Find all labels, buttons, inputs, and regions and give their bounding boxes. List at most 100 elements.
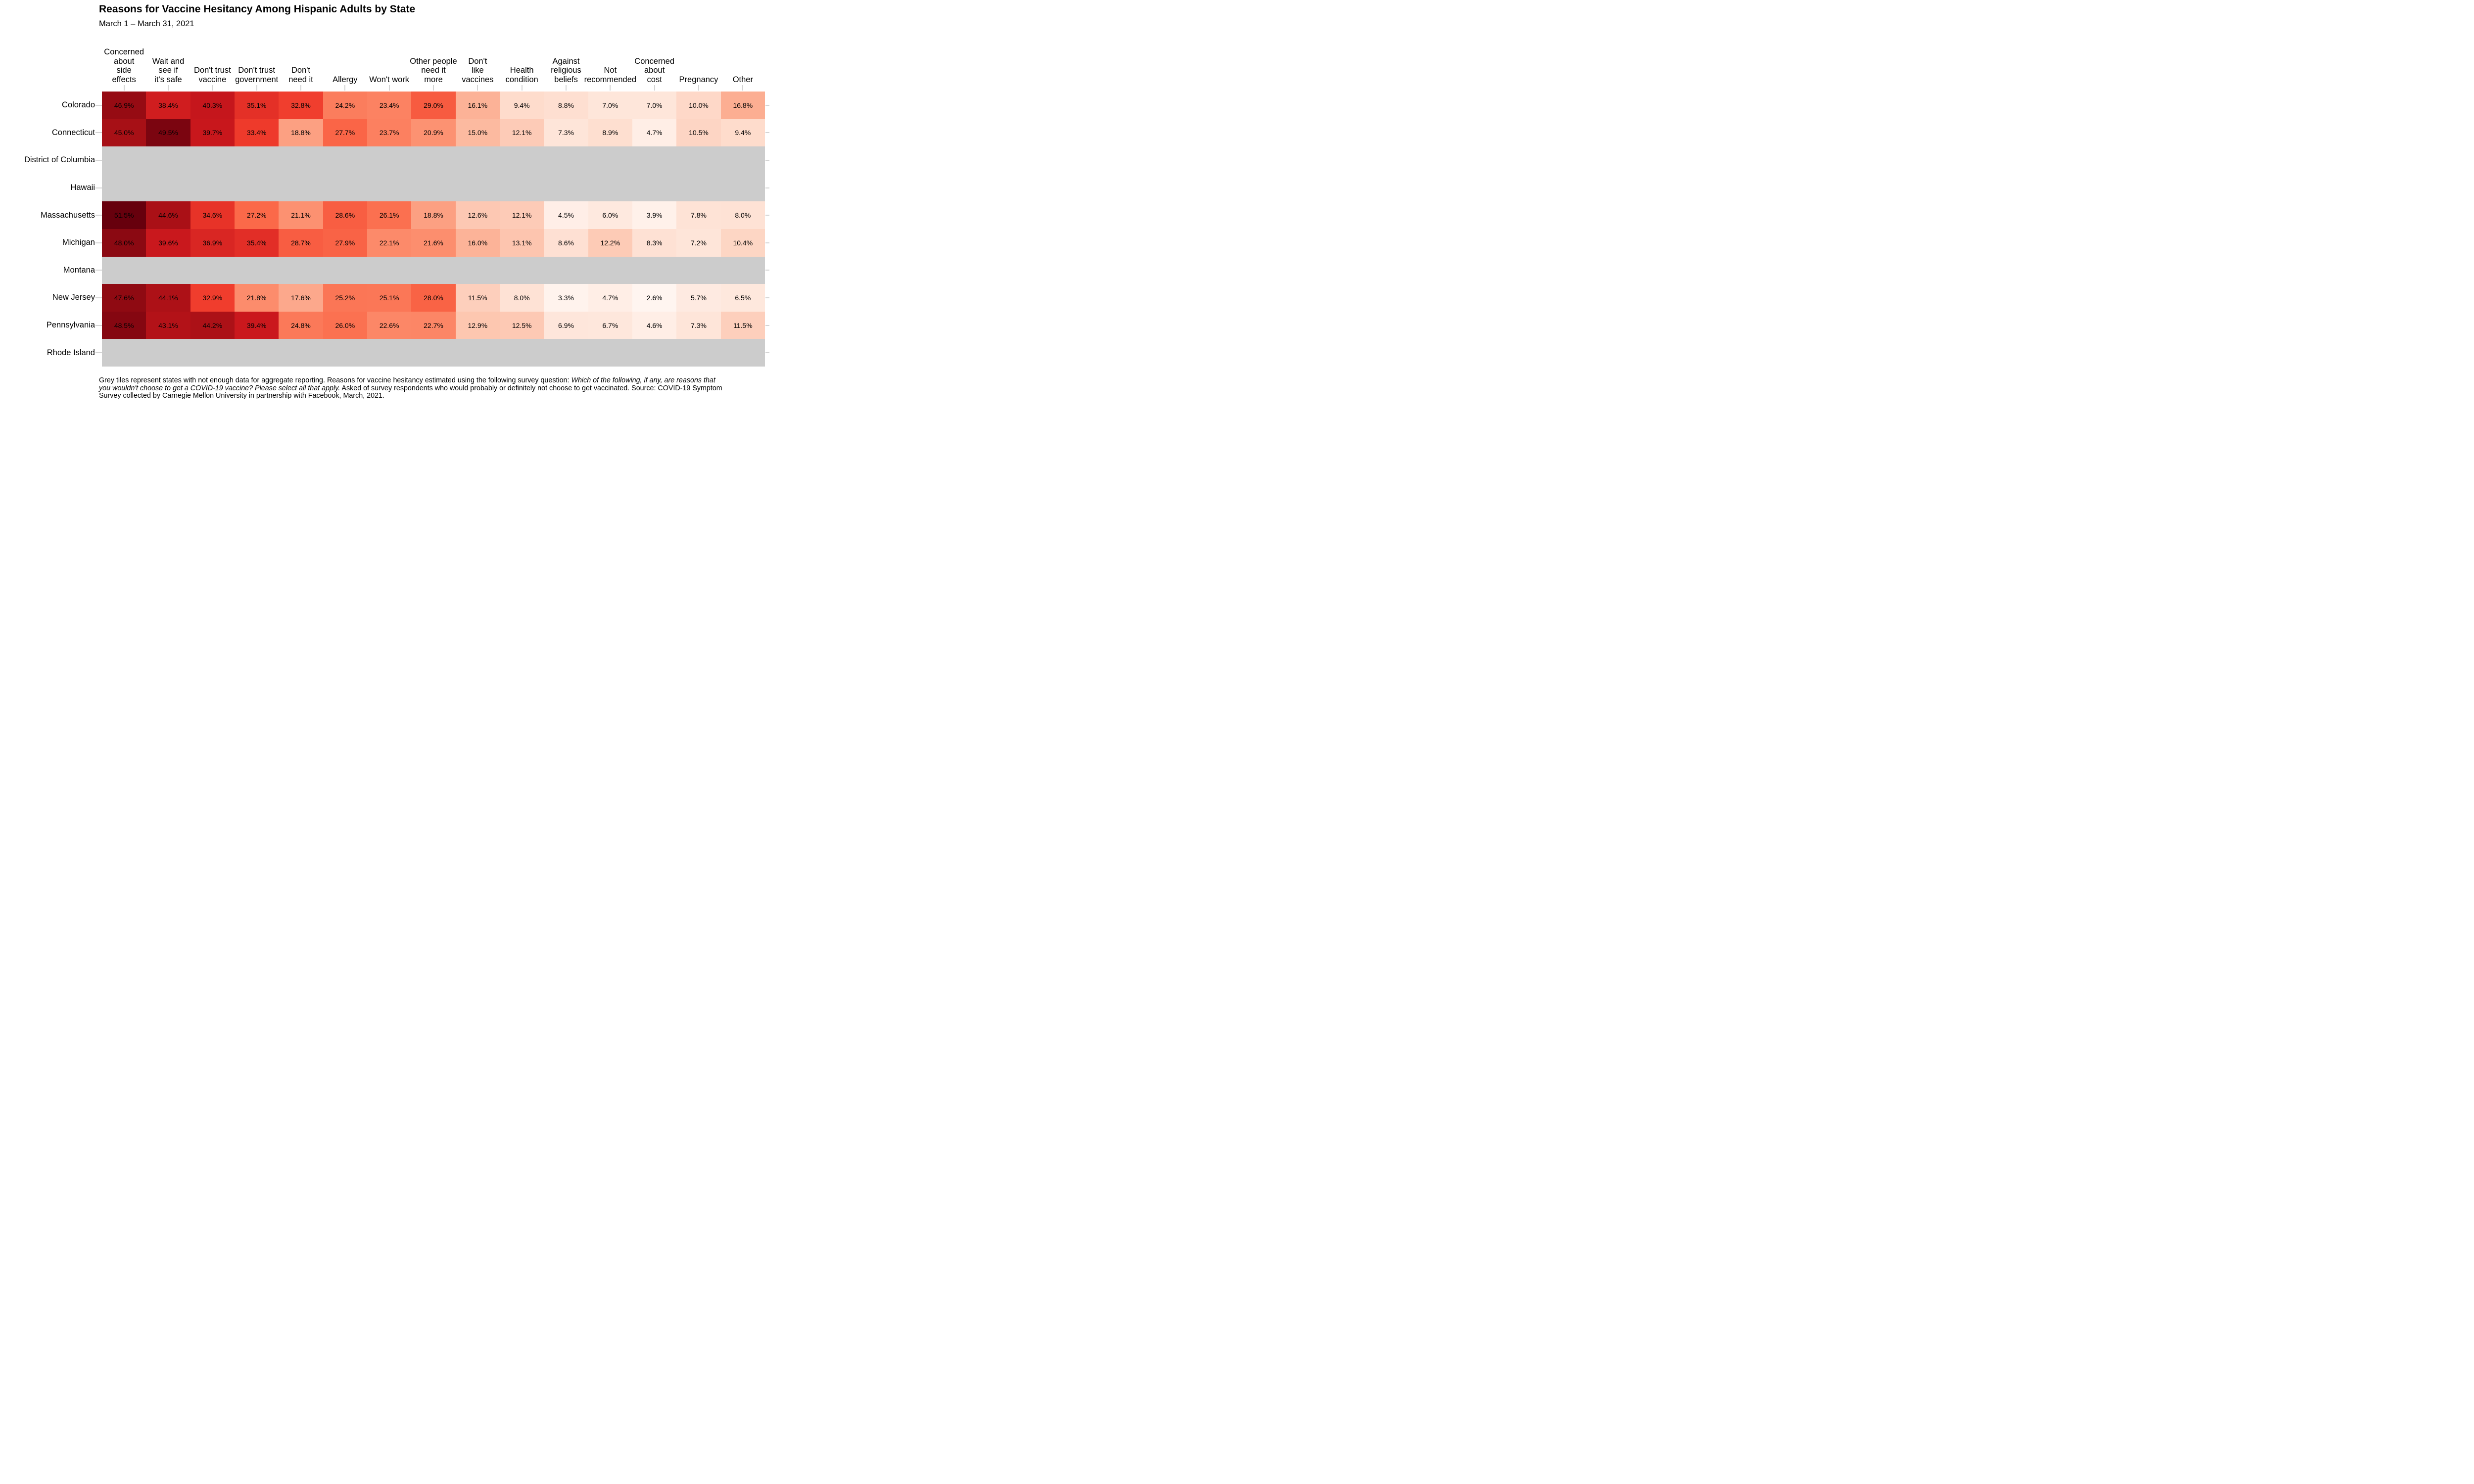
heatmap-cell: 11.5% bbox=[455, 284, 500, 312]
heatmap-cell: 16.8% bbox=[720, 92, 765, 119]
column-tick-mark bbox=[742, 85, 744, 91]
heatmap-cell: 8.6% bbox=[544, 229, 588, 257]
heatmap-cell: 6.9% bbox=[544, 311, 588, 339]
column-tick-mark bbox=[698, 85, 699, 91]
heatmap-cell: 24.8% bbox=[279, 311, 323, 339]
heatmap-cell: 33.4% bbox=[235, 119, 279, 147]
heatmap-cell: 4.6% bbox=[632, 311, 677, 339]
heatmap-cell: 4.7% bbox=[632, 119, 677, 147]
column-tick-mark bbox=[123, 85, 125, 91]
row-tick-mark bbox=[95, 104, 102, 106]
column-tick-mark bbox=[388, 85, 390, 91]
row-tick-mark bbox=[95, 352, 102, 354]
column-tick-mark bbox=[168, 85, 169, 91]
column-header-label: Allergy bbox=[333, 75, 358, 84]
heatmap-cell: 21.8% bbox=[235, 284, 279, 312]
row-tick-mark bbox=[765, 270, 769, 271]
heatmap-cell: 23.4% bbox=[367, 92, 412, 119]
heatmap-cell: 18.8% bbox=[411, 201, 456, 229]
row-label: Pennsylvania bbox=[46, 321, 95, 330]
row-tick-mark bbox=[95, 132, 102, 134]
heatmap-cell: 39.7% bbox=[190, 119, 235, 147]
heatmap-cell: 27.7% bbox=[323, 119, 367, 147]
heatmap-cell: 9.4% bbox=[500, 92, 544, 119]
row-tick-mark bbox=[765, 104, 769, 106]
column-header-label: Pregnancy bbox=[679, 75, 718, 84]
row-label: Hawaii bbox=[70, 183, 95, 192]
row-label: District of Columbia bbox=[24, 155, 95, 165]
row-tick-mark bbox=[95, 297, 102, 298]
row-tick-mark bbox=[765, 352, 769, 354]
row-label: Colorado bbox=[62, 100, 95, 110]
heatmap-cell: 44.2% bbox=[190, 311, 235, 339]
heatmap-cell: 28.6% bbox=[323, 201, 367, 229]
heatmap-cell: 21.1% bbox=[279, 201, 323, 229]
row-axis-labels: Colorado Connecticut District of Columbia H… bbox=[0, 92, 95, 367]
heatmap-cell: 35.4% bbox=[235, 229, 279, 257]
row-tick-mark bbox=[95, 187, 102, 188]
heatmap-cell: 32.9% bbox=[190, 284, 235, 312]
heatmap-cell: 47.6% bbox=[102, 284, 146, 312]
heatmap-cell: 44.1% bbox=[146, 284, 190, 312]
row-label: Rhode Island bbox=[47, 348, 95, 357]
heatmap-cell: 10.4% bbox=[720, 229, 765, 257]
heatmap-cell: 27.2% bbox=[235, 201, 279, 229]
heatmap-cell: 11.5% bbox=[720, 311, 765, 339]
row-tick-mark bbox=[95, 242, 102, 243]
heatmap-cell: 7.3% bbox=[676, 311, 721, 339]
chart-title: Reasons for Vaccine Hesitancy Among Hisp… bbox=[99, 3, 416, 15]
heatmap-cell: 26.0% bbox=[323, 311, 367, 339]
heatmap-cell: 16.1% bbox=[455, 92, 500, 119]
row-tick-mark bbox=[765, 325, 769, 326]
heatmap-cell: 7.8% bbox=[676, 201, 721, 229]
heatmap-cell: 4.5% bbox=[544, 201, 588, 229]
heatmap-cell: 35.1% bbox=[235, 92, 279, 119]
column-tick-mark bbox=[344, 85, 346, 91]
heatmap-cell: 28.7% bbox=[279, 229, 323, 257]
heatmap-cell: 7.2% bbox=[676, 229, 721, 257]
column-tick-mark bbox=[256, 85, 257, 91]
heatmap-cell: 8.0% bbox=[720, 201, 765, 229]
heatmap-cell: 4.7% bbox=[588, 284, 632, 312]
no-data-row bbox=[102, 339, 765, 367]
row-label: Massachusetts bbox=[40, 210, 95, 220]
column-header-label: Won't work bbox=[369, 75, 410, 84]
row-tick-mark bbox=[765, 187, 769, 188]
heatmap-cell: 18.8% bbox=[279, 119, 323, 147]
heatmap-cell: 12.1% bbox=[500, 201, 544, 229]
heatmap-cell: 8.9% bbox=[588, 119, 632, 147]
heatmap-cell: 15.0% bbox=[455, 119, 500, 147]
column-header-label: Against religious beliefs bbox=[551, 56, 581, 84]
column-axis-labels: Concerned about side effects Wait and see… bbox=[102, 0, 765, 84]
column-header-label: Concerned about cost bbox=[634, 56, 675, 84]
heatmap-cell: 46.9% bbox=[102, 92, 146, 119]
heatmap-cell: 12.2% bbox=[588, 229, 632, 257]
heatmap-cell: 48.0% bbox=[102, 229, 146, 257]
row-tick-mark bbox=[95, 270, 102, 271]
heatmap-cell: 12.5% bbox=[500, 311, 544, 339]
heatmap-cell: 6.0% bbox=[588, 201, 632, 229]
column-header-label: Other bbox=[732, 75, 753, 84]
heatmap-cell: 34.6% bbox=[190, 201, 235, 229]
column-header-label: Don't trust vaccine bbox=[193, 66, 231, 84]
heatmap-cell: 32.8% bbox=[279, 92, 323, 119]
column-tick-mark bbox=[610, 85, 611, 91]
column-header-label: Concerned about side effects bbox=[104, 47, 144, 84]
row-tick-mark bbox=[95, 215, 102, 216]
heatmap-cell: 6.7% bbox=[588, 311, 632, 339]
heatmap-cell: 39.6% bbox=[146, 229, 190, 257]
heatmap-cell: 25.2% bbox=[323, 284, 367, 312]
heatmap-cell: 44.6% bbox=[146, 201, 190, 229]
heatmap-cell: 48.5% bbox=[102, 311, 146, 339]
no-data-row bbox=[102, 174, 765, 202]
heatmap-cell: 23.7% bbox=[367, 119, 412, 147]
footnote-caption: Grey tiles represent states with not eno… bbox=[99, 376, 724, 400]
heatmap-grid: 46.9% 38.4% 40.3% 35.1% 32.8% 24.2% 23.4% 29.0%… bbox=[102, 92, 765, 367]
column-tick-mark bbox=[212, 85, 213, 91]
column-header-label: Don't like vaccines bbox=[462, 56, 494, 84]
heatmap-cell: 7.0% bbox=[588, 92, 632, 119]
heatmap-cell: 36.9% bbox=[190, 229, 235, 257]
heatmap-cell: 16.0% bbox=[455, 229, 500, 257]
row-label: Michigan bbox=[62, 238, 95, 247]
column-header-label: Don't trust government bbox=[235, 66, 279, 84]
